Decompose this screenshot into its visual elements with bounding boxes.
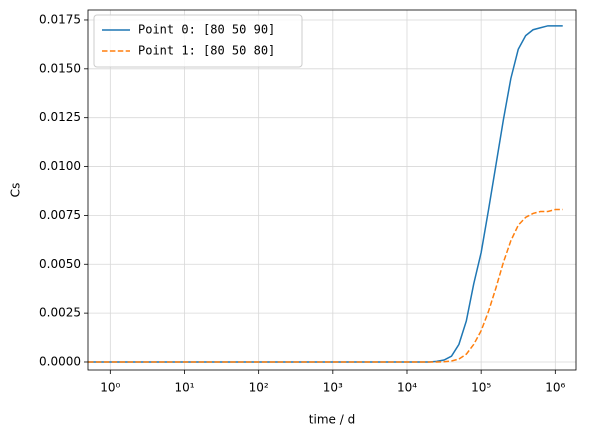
plot-frame — [87, 9, 577, 371]
x-tick-label: 10⁰ — [100, 381, 120, 395]
x-tick-label: 10⁶ — [545, 381, 565, 395]
y-tick-label: 0.0175 — [39, 12, 81, 26]
data-line — [88, 208, 563, 363]
y-tick-label: 0.0100 — [39, 159, 81, 173]
x-tick-label: 10⁵ — [471, 381, 491, 395]
legend-box — [93, 14, 303, 68]
y-tick-label: 0.0000 — [39, 354, 81, 368]
x-tick-label: 10³ — [323, 381, 343, 395]
x-tick-label: 10² — [249, 381, 269, 395]
x-axis-label: time / d — [309, 413, 355, 427]
y-tick-label: 0.0150 — [39, 61, 81, 75]
y-tick-label: 0.0050 — [39, 257, 81, 271]
y-axis-label: Cs — [9, 183, 23, 198]
data-line — [88, 25, 563, 363]
y-tick-label: 0.0125 — [39, 110, 81, 124]
legend-label: Point 1: [80 50 80] — [138, 44, 275, 58]
legend-label: Point 0: [80 50 90] — [138, 23, 275, 37]
x-tick-label: 10⁴ — [397, 381, 417, 395]
legend: Point 0: [80 50 90] Point 1: [80 50 80] — [93, 14, 303, 68]
y-tick-label: 0.0075 — [39, 208, 81, 222]
y-tick-label: 0.0025 — [39, 306, 81, 320]
x-tick-label: 10¹ — [174, 381, 194, 395]
